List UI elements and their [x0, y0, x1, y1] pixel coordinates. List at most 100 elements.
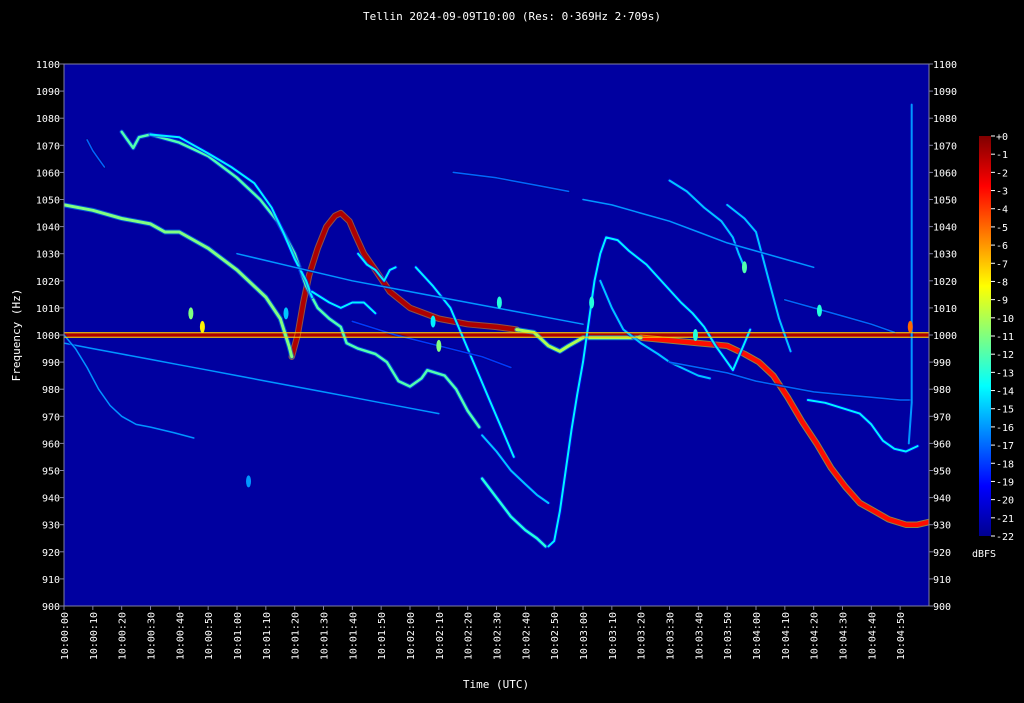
trace-2: [638, 335, 929, 527]
y-tick-label-left-1000: 1000: [36, 331, 60, 342]
x-tick-label-22: 10:03:40: [694, 612, 705, 660]
y-tick-label-left-950: 950: [42, 467, 60, 478]
colorbar-tick-label-7: -7: [996, 259, 1008, 270]
colorbar-tick-label-19: -19: [996, 477, 1014, 488]
colorbar-tick-label-15: -15: [996, 405, 1014, 416]
colorbar-tick-label-18: -18: [996, 459, 1014, 470]
trace-8: [311, 290, 377, 315]
y-tick-label-left-1060: 1060: [36, 168, 60, 179]
y-tick-label-right-980: 980: [933, 385, 951, 396]
x-tick-label-9: 10:01:30: [320, 612, 331, 660]
x-tick-label-15: 10:02:30: [493, 612, 504, 660]
x-tick-label-3: 10:00:30: [147, 612, 158, 660]
signal-traces: [64, 102, 929, 549]
y-tick-label-right-1050: 1050: [933, 196, 957, 207]
colorbar-tick-label-11: -11: [996, 332, 1014, 343]
trace-15: [726, 203, 792, 353]
trace-1: [289, 210, 519, 359]
colorbar-tick-label-13: -13: [996, 368, 1014, 379]
y-tick-label-left-930: 930: [42, 521, 60, 532]
signal-blob-10: [283, 307, 289, 320]
colorbar-label: dBFS: [972, 549, 996, 560]
trace-14: [668, 179, 746, 269]
y-tick-label-right-940: 940: [933, 494, 951, 505]
y-tick-label-right-950: 950: [933, 467, 951, 478]
signal-blob-3: [436, 339, 442, 352]
y-axis-right: 900 910 920 930 940 950 960 970 980 990 1000 1010 10…: [929, 60, 957, 613]
x-axis: 10:00:00 10:00:10 10:00:20 10:00:30 10:00:40…: [60, 606, 907, 660]
y-tick-label-right-1080: 1080: [933, 114, 957, 125]
x-tick-label-4: 10:00:40: [175, 612, 186, 660]
trace-16: [806, 399, 919, 453]
y-tick-label-right-1070: 1070: [933, 141, 957, 152]
y-tick-label-left-900: 900: [42, 602, 60, 613]
y-tick-label-right-1020: 1020: [933, 277, 957, 288]
signal-blob-5: [589, 296, 595, 309]
x-tick-label-2: 10:00:20: [118, 612, 129, 660]
y-tick-label-left-1020: 1020: [36, 277, 60, 288]
x-tick-label-20: 10:03:20: [637, 612, 648, 660]
y-tick-label-left-910: 910: [42, 575, 60, 586]
x-tick-label-21: 10:03:30: [666, 612, 677, 660]
x-tick-label-17: 10:02:50: [550, 612, 561, 660]
y-tick-label-right-960: 960: [933, 439, 951, 450]
y-tick-label-right-1030: 1030: [933, 250, 957, 261]
y-tick-label-left-1040: 1040: [36, 223, 60, 234]
colorbar-tick-label-20: -20: [996, 496, 1014, 507]
x-tick-label-11: 10:01:50: [377, 612, 388, 660]
colorbar-tick-label-2: -2: [996, 168, 1008, 179]
colorbar-tick-label-12: -12: [996, 350, 1014, 361]
x-axis-label: Time (UTC): [463, 678, 529, 691]
x-tick-label-26: 10:04:20: [810, 612, 821, 660]
y-tick-label-left-1090: 1090: [36, 87, 60, 98]
x-tick-label-19: 10:03:10: [608, 612, 619, 660]
y-tick-label-left-1050: 1050: [36, 196, 60, 207]
x-tick-label-24: 10:04:00: [752, 612, 763, 660]
x-tick-label-10: 10:01:40: [348, 612, 359, 660]
colorbar-tick-label-10: -10: [996, 314, 1014, 325]
trace-19: [236, 252, 584, 325]
colorbar-gradient: [979, 136, 991, 536]
trace-21: [452, 171, 570, 193]
y-tick-label-right-1100: 1100: [933, 60, 957, 71]
plot-area: [63, 63, 930, 607]
x-tick-label-1: 10:00:10: [89, 612, 100, 660]
x-tick-label-29: 10:04:50: [896, 612, 907, 660]
trace-12: [547, 236, 752, 548]
colorbar-tick-label-9: -9: [996, 296, 1008, 307]
colorbar-tick-label-4: -4: [996, 205, 1008, 216]
y-tick-label-left-940: 940: [42, 494, 60, 505]
signal-blob-9: [430, 315, 436, 328]
colorbar-tick-label-1: -1: [996, 150, 1008, 161]
trace-24: [86, 139, 106, 168]
colorbar-tick-label-22: -22: [996, 532, 1014, 543]
trace-13: [599, 279, 711, 380]
y-tick-label-right-910: 910: [933, 575, 951, 586]
y-tick-label-left-990: 990: [42, 358, 60, 369]
signal-blob-7: [816, 304, 822, 317]
x-tick-label-14: 10:02:20: [464, 612, 475, 660]
colorbar-tick-label-16: -16: [996, 423, 1014, 434]
y-tick-label-left-1100: 1100: [36, 60, 60, 71]
y-tick-label-left-1080: 1080: [36, 114, 60, 125]
signal-blob-2: [188, 307, 194, 320]
colorbar-tick-label-8: -8: [996, 277, 1008, 288]
y-tick-label-left-980: 980: [42, 385, 60, 396]
colorbar-tick-label-0: +0: [996, 132, 1008, 143]
x-tick-label-6: 10:01:00: [233, 612, 244, 660]
y-tick-label-left-1030: 1030: [36, 250, 60, 261]
x-tick-label-12: 10:02:00: [406, 612, 417, 660]
x-tick-label-8: 10:01:20: [291, 612, 302, 660]
x-tick-label-13: 10:02:10: [435, 612, 446, 660]
signal-blob-4: [496, 296, 502, 309]
trace-20: [582, 198, 815, 269]
chart-title: Tellin 2024-09-09T10:00 (Res: 0·369Hz 2·…: [363, 10, 661, 23]
trace-22: [668, 361, 913, 401]
colorbar-ticks: +0 -1 -2 -3 -4 -5 -6 -7 -8 -9 -10 -11 -12 -13 -14 -15 -1…: [991, 132, 1014, 543]
x-tick-label-18: 10:03:00: [579, 612, 590, 660]
y-tick-label-right-1060: 1060: [933, 168, 957, 179]
colorbar-tick-label-14: -14: [996, 387, 1014, 398]
x-tick-label-23: 10:03:50: [723, 612, 734, 660]
y-axis-left: 900 910 920 930 940 950 960 970 980 990 1000 1010 10…: [36, 60, 64, 613]
